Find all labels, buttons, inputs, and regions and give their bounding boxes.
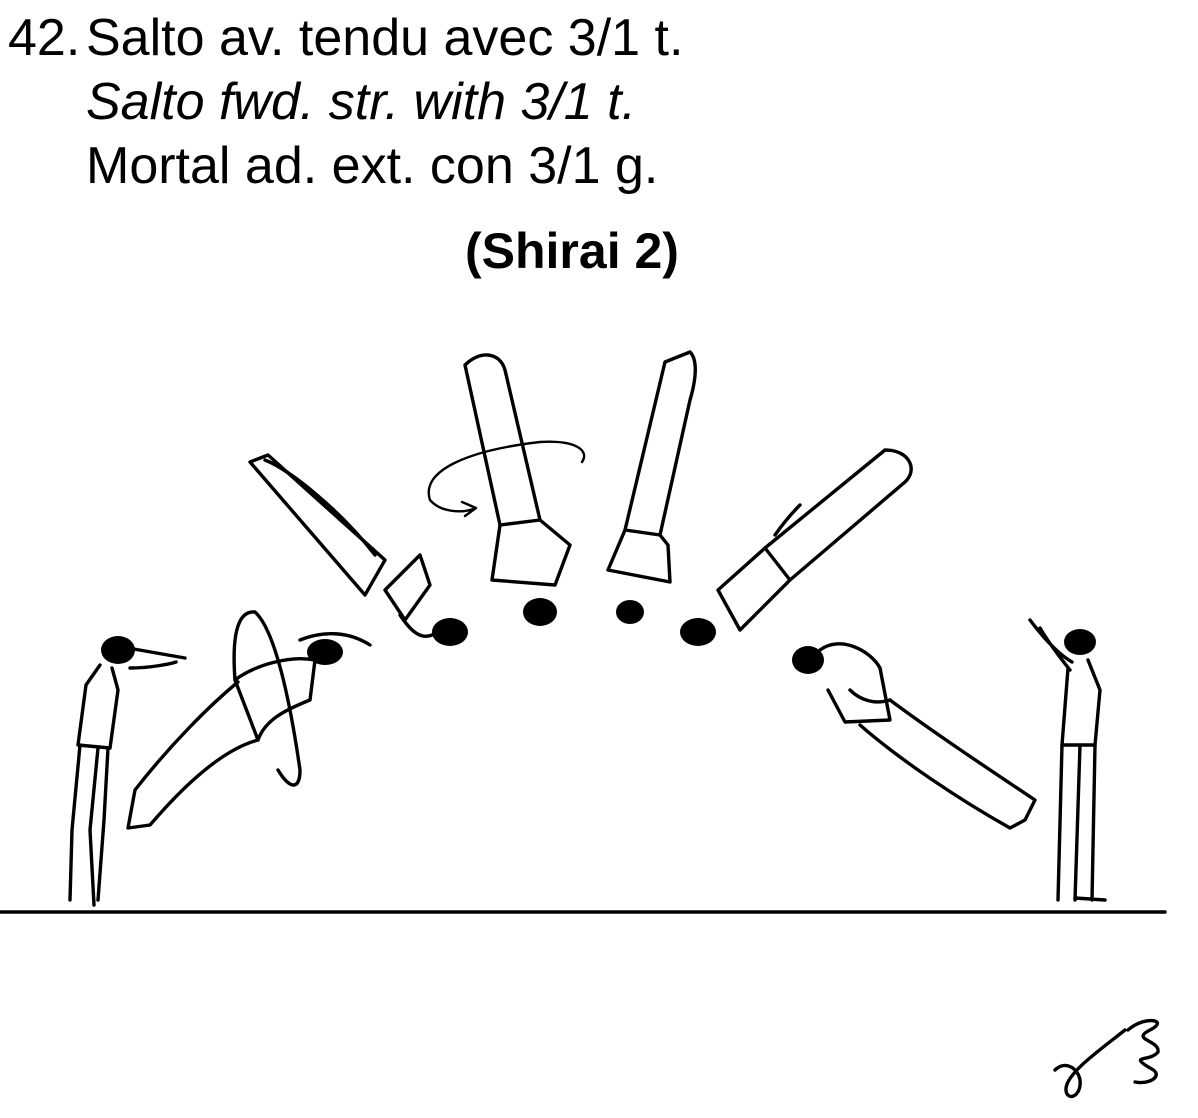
gymnast-figure-2 xyxy=(126,610,372,830)
gymnast-figure-5 xyxy=(606,350,697,624)
element-name-english: Salto fwd. str. with 3/1 t. xyxy=(86,73,637,131)
element-name-spanish: Mortal ad. ext. con 3/1 g. xyxy=(86,137,659,195)
gymnast-figure-4 xyxy=(427,353,586,626)
gymnast-figure-3 xyxy=(248,453,468,646)
tumbling-symbol-icon xyxy=(1053,1018,1160,1099)
element-number: 42. xyxy=(8,9,81,67)
element-eponym: (Shirai 2) xyxy=(465,223,679,279)
gymnast-figure-1 xyxy=(68,636,187,907)
gymnast-figure-7 xyxy=(792,642,1037,830)
element-name-french: Salto av. tendu avec 3/1 t. xyxy=(86,9,684,67)
gymnast-figure-8 xyxy=(1028,618,1107,902)
gymnast-figure-6 xyxy=(680,448,913,646)
